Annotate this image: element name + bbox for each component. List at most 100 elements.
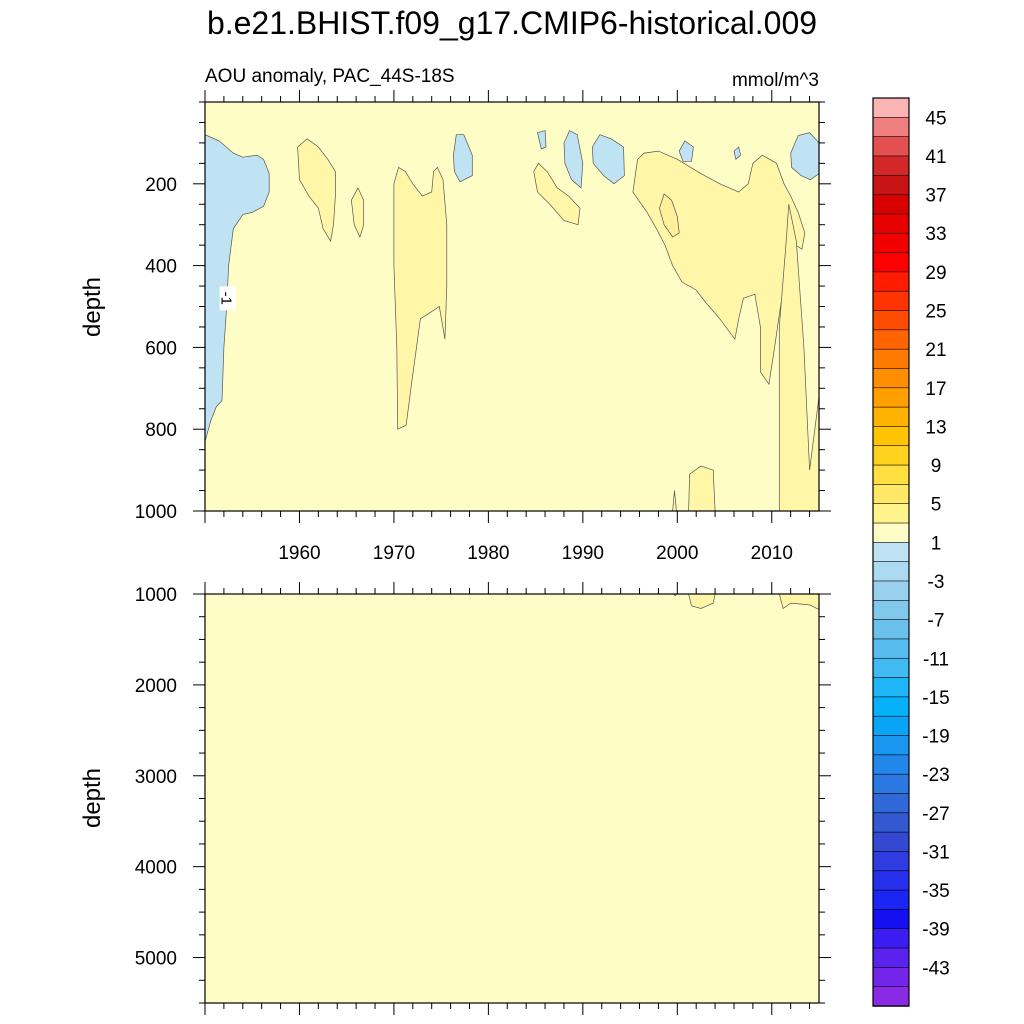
colorbar-swatch	[872, 851, 910, 872]
colorbar-label: 41	[925, 147, 946, 168]
colorbar-swatch	[872, 232, 910, 254]
colorbar-label: 13	[925, 417, 946, 438]
y-tick-label: 200	[145, 175, 177, 196]
colorbar-legend: 45 41 37 33 29 25 21 17 13 9 5 1 -3 -7 -11 -15 -19 -23 -27…	[872, 97, 950, 1007]
contour-patch	[393, 166, 448, 430]
colorbar-frame	[872, 97, 910, 1007]
contour-patch	[733, 146, 741, 160]
colorbar-swatch	[872, 773, 910, 795]
colorbar-swatch	[872, 580, 910, 601]
colorbar-label: -31	[922, 842, 949, 863]
colorbar-swatch	[872, 522, 910, 544]
contour-patch	[678, 140, 694, 162]
colorbar-label: 21	[925, 340, 946, 361]
colorbar-swatch	[872, 889, 910, 911]
colorbar-swatch	[872, 406, 910, 428]
colorbar-swatch	[872, 909, 910, 930]
colorbar-swatch	[872, 812, 910, 833]
y-tick-label: 5000	[135, 949, 177, 970]
colorbar-swatch	[872, 831, 910, 853]
colorbar-label: -27	[922, 804, 949, 825]
colorbar-swatch	[872, 484, 910, 505]
colorbar-swatch	[872, 928, 910, 949]
colorbar-label: 37	[925, 186, 946, 207]
colorbar-swatch	[872, 793, 910, 814]
contour-patch	[688, 465, 716, 511]
colorbar-swatch	[872, 677, 910, 698]
colorbar-swatch	[872, 310, 910, 331]
colorbar-label: -43	[922, 958, 949, 979]
contour-patch	[591, 134, 625, 185]
colorbar-swatch	[872, 947, 910, 969]
colorbar-swatch	[872, 542, 910, 563]
contour-patch	[778, 204, 819, 511]
colorbar-swatch	[872, 97, 910, 119]
panel-background	[205, 594, 819, 1003]
contour-patch	[453, 134, 473, 183]
contour-patch	[688, 594, 716, 609]
colorbar-label: 1	[931, 533, 942, 554]
units-label: mmol/m^3	[732, 70, 819, 91]
colorbar-label: 45	[925, 108, 946, 129]
contour-label: -1	[218, 292, 235, 305]
colorbar-swatch	[872, 967, 910, 988]
colorbar-label: 25	[925, 302, 946, 323]
colorbar-swatch	[872, 561, 910, 582]
colorbar-label: -7	[928, 611, 945, 632]
y-tick-label: 3000	[135, 767, 177, 788]
colorbar-swatch	[872, 117, 910, 138]
colorbar-swatch	[872, 368, 910, 389]
colorbar-swatch	[872, 252, 910, 273]
colorbar-label: -35	[922, 881, 949, 902]
colorbar-swatch	[872, 387, 910, 408]
y-tick-label: 800	[145, 420, 177, 441]
colorbar-label: 33	[925, 224, 946, 245]
contour-label-box	[219, 286, 236, 311]
colorbar-swatch	[872, 290, 910, 312]
x-tick-label: 2010	[751, 543, 793, 564]
colorbar-label: -39	[922, 920, 949, 941]
colorbar-label: -3	[928, 572, 945, 593]
colorbar-swatch	[872, 754, 910, 775]
colorbar-swatch	[872, 715, 910, 737]
colorbar-swatch	[872, 348, 910, 370]
colorbar-swatch	[872, 136, 910, 157]
contour-patch	[790, 132, 819, 181]
colorbar-swatch	[872, 735, 910, 756]
contour-patch	[537, 130, 547, 150]
colorbar-swatch	[872, 174, 910, 196]
contour-patch	[297, 138, 336, 243]
colorbar-swatch	[872, 870, 910, 891]
colorbar-label: 29	[925, 263, 946, 284]
colorbar-swatch	[872, 213, 910, 234]
colorbar-swatch	[872, 638, 910, 659]
colorbar-label: -23	[922, 765, 949, 786]
contour-patch	[533, 162, 581, 226]
colorbar-swatch	[872, 464, 910, 486]
x-tick-label: 1960	[278, 543, 320, 564]
colorbar-swatch	[872, 271, 910, 292]
contour-patch	[778, 594, 819, 610]
contour-patch	[205, 134, 270, 442]
colorbar-label: -19	[922, 727, 949, 748]
y-tick-label: 2000	[135, 676, 177, 697]
y-tick-label: 1000	[135, 502, 177, 523]
colorbar-swatch	[872, 426, 910, 447]
colorbar-swatch	[872, 657, 910, 679]
chart-title: b.e21.BHIST.f09_g17.CMIP6-historical.009	[207, 5, 817, 41]
colorbar-label: -15	[922, 688, 949, 709]
y-tick-label: 600	[145, 338, 177, 359]
colorbar-swatch	[872, 194, 910, 215]
colorbar-label: 17	[925, 379, 946, 400]
chart-subtitle: AOU anomaly, PAC_44S-18S	[205, 66, 455, 87]
x-tick-label: 1980	[467, 543, 509, 564]
y-tick-label: 400	[145, 257, 177, 278]
colorbar-swatch	[872, 986, 910, 1007]
colorbar-label: 9	[931, 456, 942, 477]
lower-depth-panel: 1000 2000 3000 4000 5000 depth	[79, 582, 831, 1015]
x-tick-label: 1970	[373, 543, 415, 564]
y-tick-label: 4000	[135, 858, 177, 879]
colorbar-swatch	[872, 619, 910, 640]
y-axis-label: depth	[79, 277, 106, 337]
